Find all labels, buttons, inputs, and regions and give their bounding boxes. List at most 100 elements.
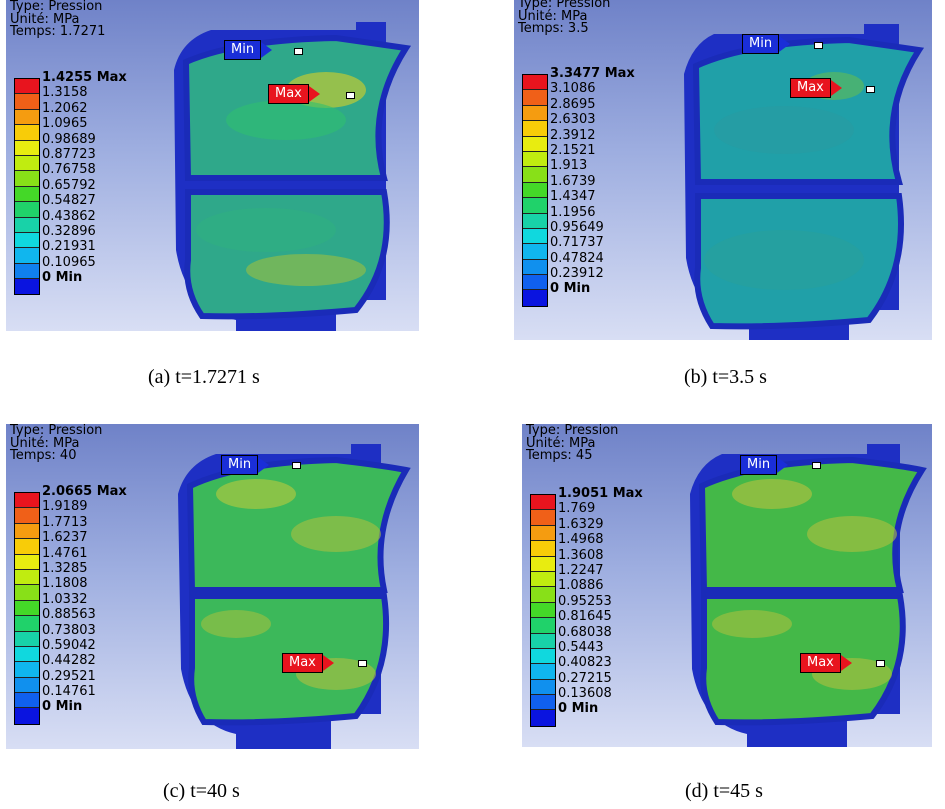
max-pin: [346, 92, 355, 99]
legend-value: 0.88563: [42, 607, 96, 623]
legend-value: 1.6237: [42, 530, 88, 546]
legend-swatch: [15, 693, 39, 709]
panel-c: Type: Pression Unité: MPa Temps: 40 2.06…: [6, 424, 419, 749]
legend-value: 0.68038: [558, 624, 612, 640]
legend-value: 0.10965: [42, 254, 96, 270]
header-time: Temps: 40: [10, 448, 77, 463]
header-unit: Unité: MPa: [526, 435, 596, 451]
legend-swatch: [15, 616, 39, 632]
legend-swatch: [523, 290, 547, 306]
legend-value: 0.13608: [558, 686, 612, 702]
legend-swatch: [531, 587, 555, 603]
panel-a: Type: Pression Unité: MPa Temps: 1.7271 …: [6, 0, 419, 331]
legend-swatch: [531, 648, 555, 665]
legend-swatch: [15, 248, 39, 264]
legend-swatch: [15, 600, 39, 617]
legend-value: 0.95649: [550, 219, 604, 235]
legend-value: 0 Min: [42, 699, 83, 715]
legend-value: 1.9051 Max: [558, 486, 643, 501]
legend-swatch: [531, 525, 555, 542]
legend-value: 0.43862: [42, 208, 96, 224]
legend-value: 0.40823: [558, 655, 612, 671]
legend-value: 1.9189: [42, 499, 88, 515]
brake-pad-c: [178, 444, 411, 749]
legend-swatch: [523, 121, 547, 137]
legend-labels-b: 3.3477 Max 3.1086 2.8695 2.6303 2.3912 2…: [550, 66, 635, 297]
legend-swatch: [15, 662, 39, 678]
legend-value: 1.4968: [558, 532, 604, 548]
legend-value: 1.3608: [558, 547, 604, 563]
legend-value: 0.76758: [42, 162, 96, 178]
legend-swatch: [523, 259, 547, 276]
legend-value: 0 Min: [550, 281, 591, 297]
legend-swatch: [15, 585, 39, 601]
legend-labels-c: 2.0665 Max 1.9189 1.7713 1.6237 1.4761 1…: [42, 484, 127, 715]
min-tag: Min: [224, 40, 273, 60]
legend-swatch: [531, 541, 555, 557]
legend-value: 1.7713: [42, 514, 88, 530]
legend-value: 2.1521: [550, 142, 596, 158]
legend-swatch: [531, 679, 555, 696]
caption-d: (d) t=45 s: [685, 780, 763, 802]
legend-swatch: [523, 90, 547, 106]
header-type: Type: Pression: [518, 0, 611, 11]
legend-value: 0.14761: [42, 684, 96, 700]
header-type: Type: Pression: [10, 0, 103, 14]
legend-swatch: [531, 618, 555, 634]
legend-value: 0.98689: [42, 131, 96, 147]
legend-value: 1.4761: [42, 545, 88, 561]
max-tag: Max: [800, 653, 852, 673]
legend-value: 1.769: [558, 501, 596, 517]
legend-value: 0.32896: [42, 223, 96, 239]
legend-swatch: [15, 109, 39, 126]
legend-swatch: [15, 217, 39, 233]
caption-a: (a) t=1.7271 s: [148, 366, 260, 388]
header-a: Type: Pression Unité: MPa Temps: 1.7271: [10, 0, 105, 39]
legend-d: [530, 494, 556, 727]
legend-swatch: [531, 710, 555, 726]
legend-swatch: [15, 232, 39, 249]
legend-swatch: [15, 202, 39, 218]
max-tag: Max: [282, 653, 334, 673]
legend-value: 1.6739: [550, 173, 596, 189]
min-pin: [294, 48, 303, 55]
legend-value: 1.0886: [558, 578, 604, 594]
legend-value: 0.87723: [42, 146, 96, 162]
legend-swatch: [523, 136, 547, 152]
brake-pad-d: [690, 444, 927, 747]
legend-value: 1.1956: [550, 204, 596, 220]
legend-swatch: [531, 495, 555, 511]
legend-value: 0.5443: [558, 639, 604, 655]
header-type: Type: Pression: [10, 424, 103, 438]
legend-value: 1.6329: [558, 516, 604, 532]
header-d: Type: Pression Unité: MPa Temps: 45: [526, 424, 618, 463]
legend-value: 0.65792: [42, 177, 96, 193]
legend-labels-a: 1.4255 Max 1.3158 1.2062 1.0965 0.98689 …: [42, 70, 127, 285]
header-time: Temps: 45: [526, 448, 593, 463]
legend-swatch: [531, 695, 555, 711]
legend-value: 0.71737: [550, 235, 604, 251]
legend-swatch: [531, 571, 555, 588]
legend-swatch: [531, 510, 555, 526]
legend-value: 0.95253: [558, 593, 612, 609]
legend-value: 1.4347: [550, 189, 596, 205]
legend-value: 0 Min: [42, 270, 83, 286]
legend-value: 0 Min: [558, 701, 599, 717]
max-pin: [358, 660, 367, 667]
legend-value: 3.3477 Max: [550, 66, 635, 81]
legend-value: 0.47824: [550, 250, 604, 266]
legend-swatch: [15, 155, 39, 172]
legend-swatch: [15, 186, 39, 203]
legend-swatch: [15, 646, 39, 663]
legend-value: 2.8695: [550, 96, 596, 112]
header-unit: Unité: MPa: [518, 8, 588, 24]
min-tag: Min: [742, 34, 791, 54]
legend-value: 1.1808: [42, 576, 88, 592]
legend-value: 0.29521: [42, 668, 96, 684]
legend-swatch: [523, 167, 547, 183]
caption-c: (c) t=40 s: [163, 780, 240, 802]
legend-swatch: [523, 244, 547, 260]
legend-value: 1.4255 Max: [42, 70, 127, 85]
legend-swatch: [15, 493, 39, 509]
header-time: Temps: 3.5: [518, 21, 589, 36]
